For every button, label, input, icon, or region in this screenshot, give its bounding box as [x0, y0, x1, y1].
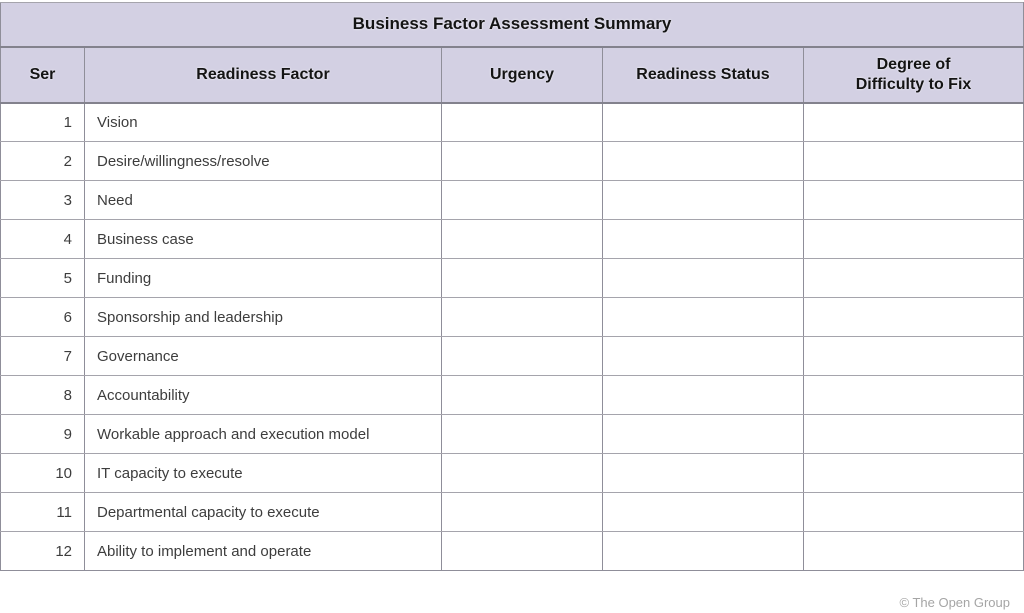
difficulty-cell	[802, 336, 1024, 376]
urgency-cell	[441, 219, 603, 259]
table-row: 8 Accountability	[0, 375, 1024, 415]
readiness-factor-cell: Desire/willingness/resolve	[84, 141, 442, 181]
table-row: 4 Business case	[0, 219, 1024, 259]
readiness-status-cell	[602, 180, 804, 220]
table-header-row: Ser Readiness Factor Urgency Readiness S…	[0, 46, 1024, 104]
difficulty-cell	[802, 492, 1024, 532]
urgency-cell	[441, 297, 603, 337]
readiness-status-cell	[602, 453, 804, 493]
ser-cell: 8	[0, 375, 85, 415]
copyright-notice: © The Open Group	[899, 595, 1010, 610]
readiness-factor-cell: Accountability	[84, 375, 442, 415]
ser-cell: 2	[0, 141, 85, 181]
readiness-status-cell	[602, 297, 804, 337]
urgency-cell	[441, 531, 603, 571]
difficulty-cell	[802, 375, 1024, 415]
table-row: 9 Workable approach and execution model	[0, 414, 1024, 454]
readiness-factor-cell: Need	[84, 180, 442, 220]
difficulty-cell	[802, 453, 1024, 493]
table-row: 11 Departmental capacity to execute	[0, 492, 1024, 532]
ser-cell: 4	[0, 219, 85, 259]
difficulty-cell	[802, 102, 1024, 142]
readiness-factor-cell: Departmental capacity to execute	[84, 492, 442, 532]
readiness-factor-cell: Governance	[84, 336, 442, 376]
table-row: 5 Funding	[0, 258, 1024, 298]
readiness-status-cell	[602, 102, 804, 142]
ser-cell: 1	[0, 102, 85, 142]
urgency-cell	[441, 102, 603, 142]
ser-cell: 7	[0, 336, 85, 376]
table-title: Business Factor Assessment Summary	[0, 2, 1024, 48]
urgency-cell	[441, 258, 603, 298]
readiness-factor-cell: Ability to implement and operate	[84, 531, 442, 571]
table-row: 12 Ability to implement and operate	[0, 531, 1024, 571]
urgency-cell	[441, 336, 603, 376]
table-row: 10 IT capacity to execute	[0, 453, 1024, 493]
readiness-factor-cell: Workable approach and execution model	[84, 414, 442, 454]
ser-cell: 11	[0, 492, 85, 532]
ser-cell: 10	[0, 453, 85, 493]
column-header-degree-of-difficulty: Degree of Difficulty to Fix	[802, 46, 1024, 104]
urgency-cell	[441, 414, 603, 454]
table-body: 1 Vision 2 Desire/willingness/resolve 3 …	[0, 102, 1024, 571]
urgency-cell	[441, 492, 603, 532]
difficulty-cell	[802, 219, 1024, 259]
ser-cell: 9	[0, 414, 85, 454]
business-factor-assessment-table: Business Factor Assessment Summary Ser R…	[0, 2, 1024, 571]
urgency-cell	[441, 375, 603, 415]
urgency-cell	[441, 180, 603, 220]
column-header-readiness-factor: Readiness Factor	[84, 46, 442, 104]
readiness-factor-cell: Vision	[84, 102, 442, 142]
readiness-status-cell	[602, 258, 804, 298]
table-row: 6 Sponsorship and leadership	[0, 297, 1024, 337]
difficulty-cell	[802, 297, 1024, 337]
difficulty-cell	[802, 531, 1024, 571]
table-row: 2 Desire/willingness/resolve	[0, 141, 1024, 181]
readiness-status-cell	[602, 141, 804, 181]
difficulty-cell	[802, 141, 1024, 181]
readiness-factor-cell: Business case	[84, 219, 442, 259]
urgency-cell	[441, 141, 603, 181]
readiness-status-cell	[602, 414, 804, 454]
readiness-status-cell	[602, 219, 804, 259]
readiness-status-cell	[602, 375, 804, 415]
ser-cell: 12	[0, 531, 85, 571]
table-row: 3 Need	[0, 180, 1024, 220]
ser-cell: 6	[0, 297, 85, 337]
readiness-factor-cell: IT capacity to execute	[84, 453, 442, 493]
table-row: 7 Governance	[0, 336, 1024, 376]
difficulty-cell	[802, 180, 1024, 220]
readiness-status-cell	[602, 336, 804, 376]
readiness-factor-cell: Sponsorship and leadership	[84, 297, 442, 337]
difficulty-cell	[802, 414, 1024, 454]
column-header-urgency: Urgency	[441, 46, 603, 104]
ser-cell: 3	[0, 180, 85, 220]
readiness-status-cell	[602, 531, 804, 571]
difficulty-cell	[802, 258, 1024, 298]
readiness-status-cell	[602, 492, 804, 532]
ser-cell: 5	[0, 258, 85, 298]
column-header-readiness-status: Readiness Status	[602, 46, 804, 104]
column-header-ser: Ser	[0, 46, 85, 104]
urgency-cell	[441, 453, 603, 493]
table-row: 1 Vision	[0, 102, 1024, 142]
table-title-row: Business Factor Assessment Summary	[0, 2, 1024, 48]
readiness-factor-cell: Funding	[84, 258, 442, 298]
